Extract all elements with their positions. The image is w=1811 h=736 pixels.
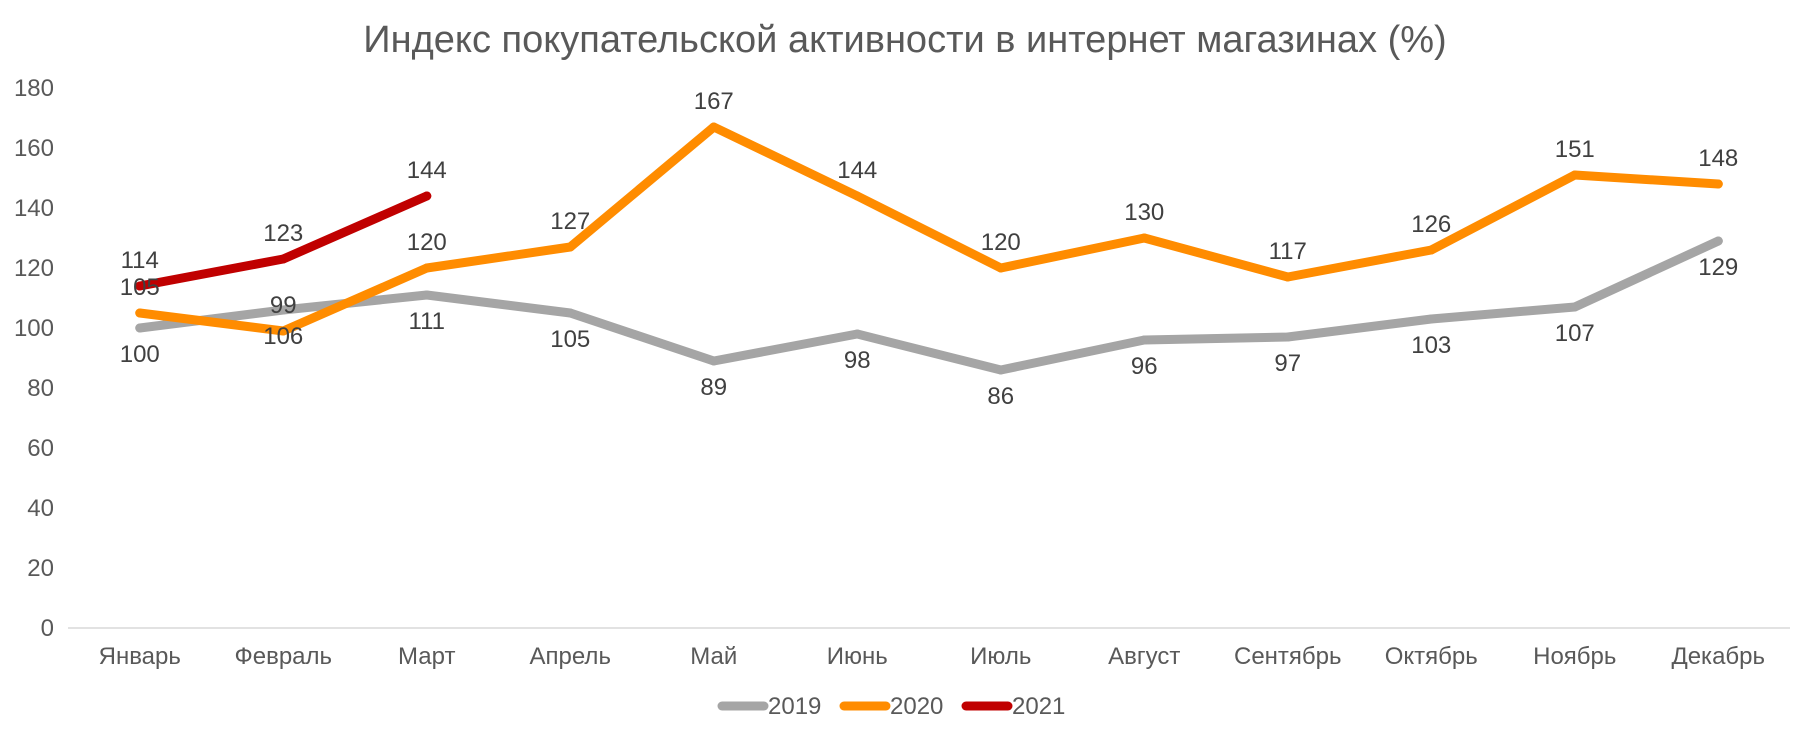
data-label-2019: 106	[263, 323, 303, 350]
data-point-2020	[135, 308, 145, 318]
x-tick-label: Февраль	[234, 643, 332, 670]
x-tick-label: Ноябрь	[1533, 643, 1616, 670]
data-point-2020	[278, 326, 288, 336]
y-tick-label: 60	[27, 435, 54, 462]
data-label-2020: 127	[550, 208, 590, 235]
data-point-2019	[422, 290, 432, 300]
y-tick-label: 160	[14, 135, 54, 162]
data-point-2020	[852, 191, 862, 201]
data-point-2019	[1426, 314, 1436, 324]
y-tick-label: 80	[27, 375, 54, 402]
y-tick-label: 140	[14, 195, 54, 222]
x-tick-label: Июль	[970, 643, 1031, 670]
data-point-2019	[135, 323, 145, 333]
data-point-2020	[1713, 179, 1723, 189]
series-line-2019	[135, 236, 1723, 375]
data-point-2020	[996, 263, 1006, 273]
data-point-2020	[1426, 245, 1436, 255]
data-label-2020: 105	[120, 274, 160, 301]
data-point-2021	[278, 254, 288, 264]
data-label-2019: 103	[1411, 332, 1451, 359]
series-line-2020	[135, 122, 1723, 336]
data-label-2019: 86	[987, 383, 1014, 410]
chart-title: Индекс покупательской активности в интер…	[363, 19, 1446, 61]
y-tick-label: 0	[41, 615, 54, 642]
x-tick-label: Октябрь	[1385, 643, 1478, 670]
data-label-2019: 100	[120, 341, 160, 368]
series-layer	[135, 122, 1723, 375]
data-label-2020: 126	[1411, 211, 1451, 238]
data-point-2020	[1139, 233, 1149, 243]
data-label-2020: 99	[270, 292, 297, 319]
data-point-2019	[278, 305, 288, 315]
data-point-2019	[1713, 236, 1723, 246]
data-point-2019	[852, 329, 862, 339]
data-label-2019: 111	[409, 308, 445, 335]
data-label-2020: 117	[1269, 238, 1307, 265]
data-label-2019: 98	[844, 347, 871, 374]
data-point-2021	[422, 191, 432, 201]
x-tick-label: Апрель	[530, 643, 611, 670]
y-axis: 0 20 40 60 80 100 120 140 160 180	[14, 75, 54, 642]
y-tick-label: 180	[14, 75, 54, 102]
data-label-2021: 123	[263, 220, 303, 247]
data-labels: 100 106 111 105 89 98 86 96 97 103 107 129 105 99 120 1…	[120, 88, 1739, 410]
y-tick-label: 100	[14, 315, 54, 342]
data-point-2019	[1139, 335, 1149, 345]
x-tick-label: Август	[1108, 643, 1180, 670]
data-label-2021: 144	[407, 157, 447, 184]
data-point-2019	[1283, 332, 1293, 342]
data-point-2019	[1570, 302, 1580, 312]
x-tick-label: Март	[398, 643, 455, 670]
data-point-2019	[565, 308, 575, 318]
data-label-2020: 148	[1698, 145, 1738, 172]
data-label-2021: 114	[121, 247, 159, 274]
data-point-2020	[422, 263, 432, 273]
legend-label-2021: 2021	[1012, 693, 1065, 720]
x-tick-label: Январь	[99, 643, 181, 670]
data-point-2019	[709, 356, 719, 366]
legend: 2019 2020 2021	[717, 693, 1065, 720]
x-tick-label: Июнь	[827, 643, 888, 670]
data-point-2019	[996, 365, 1006, 375]
data-point-2020	[1283, 272, 1293, 282]
data-label-2020: 120	[407, 229, 447, 256]
data-label-2020: 144	[837, 157, 877, 184]
data-point-2021	[135, 281, 145, 291]
y-tick-label: 120	[14, 255, 54, 282]
y-tick-label: 20	[27, 555, 54, 582]
data-label-2020: 130	[1124, 199, 1164, 226]
data-label-2019: 129	[1698, 254, 1738, 281]
data-label-2019: 97	[1274, 350, 1301, 377]
x-tick-label: Декабрь	[1671, 643, 1765, 670]
data-point-2020	[565, 242, 575, 252]
data-point-2020	[709, 122, 719, 132]
legend-label-2020: 2020	[890, 693, 943, 720]
y-tick-label: 40	[27, 495, 54, 522]
data-label-2019: 107	[1555, 320, 1595, 347]
x-tick-label: Май	[690, 643, 737, 670]
legend-label-2019: 2019	[768, 693, 821, 720]
data-label-2019: 96	[1131, 353, 1158, 380]
x-axis: Январь Февраль Март Апрель Май Июнь Июль Август…	[68, 627, 1790, 670]
data-label-2019: 89	[700, 374, 727, 401]
data-point-2020	[1570, 170, 1580, 180]
data-label-2020: 120	[981, 229, 1021, 256]
x-tick-label: Сентябрь	[1234, 643, 1342, 670]
data-label-2020: 167	[694, 88, 734, 115]
data-label-2020: 151	[1555, 136, 1595, 163]
data-label-2019: 105	[550, 326, 590, 353]
